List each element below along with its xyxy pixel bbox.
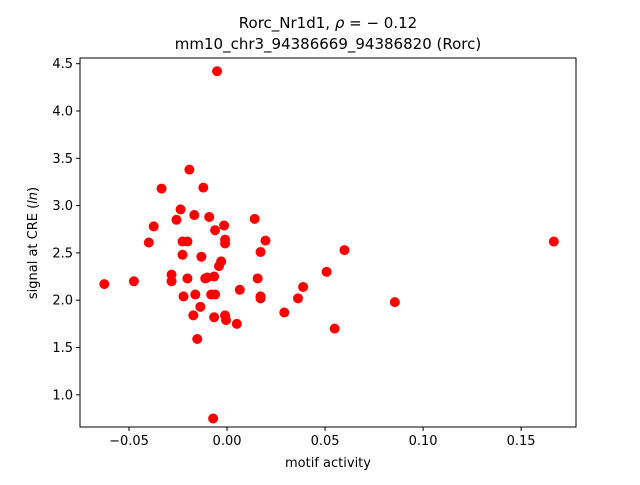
data-points [99, 66, 559, 424]
chart-title-line2: mm10_chr3_94386669_94386820 (Rorc) [175, 35, 481, 54]
data-point [171, 214, 182, 225]
y-tick-label: 4.0 [52, 104, 73, 119]
x-axis-label: motif activity [285, 456, 371, 471]
data-point [249, 213, 260, 224]
y-tick-label: 1.5 [52, 341, 73, 356]
data-point [198, 182, 209, 193]
data-point [234, 284, 245, 295]
y-tick-label: 4.5 [52, 57, 73, 72]
data-point [156, 183, 167, 194]
data-point [190, 289, 201, 300]
data-point [204, 211, 215, 222]
data-point [298, 281, 309, 292]
x-tick-label: 0.00 [213, 434, 242, 449]
chart-title-line1: Rorc_Nr1d1, ρ = − 0.12 [239, 14, 417, 33]
data-point [209, 312, 220, 323]
x-tick-label: 0.10 [409, 434, 438, 449]
plot-area-frame [79, 57, 577, 428]
data-point [219, 220, 230, 231]
data-point [389, 297, 400, 308]
data-point [252, 273, 263, 284]
x-tick-label: 0.05 [311, 434, 340, 449]
data-point [182, 273, 193, 284]
data-point [221, 315, 232, 326]
y-tick-label: 2.0 [52, 294, 73, 309]
x-tick-label: 0.15 [507, 434, 536, 449]
data-point [548, 236, 559, 247]
data-point [231, 318, 242, 329]
y-tick-label: 1.0 [52, 388, 73, 403]
data-point [255, 246, 266, 257]
data-point [329, 323, 340, 334]
data-point [143, 237, 154, 248]
x-tick-label: −0.05 [109, 434, 149, 449]
data-point [220, 238, 231, 249]
data-point [255, 293, 266, 304]
data-point [148, 221, 159, 232]
data-point [195, 301, 206, 312]
y-axis-ticks: 1.0 1.5 2.0 2.5 3.0 3.5 4.0 4.5 [52, 57, 80, 403]
data-point [177, 249, 188, 260]
data-point [175, 204, 186, 215]
data-point [260, 235, 271, 246]
data-point [210, 225, 221, 236]
data-point [184, 164, 195, 175]
data-point [339, 245, 350, 256]
x-axis-ticks: −0.05 0.00 0.05 0.10 0.15 [109, 427, 536, 449]
data-point [216, 256, 227, 267]
data-point [178, 291, 189, 302]
data-point [128, 276, 139, 287]
data-point [166, 276, 177, 287]
data-point [209, 271, 220, 282]
data-point [99, 279, 110, 290]
data-point [189, 210, 200, 221]
data-point [182, 236, 193, 247]
data-point [212, 66, 223, 77]
data-point [196, 251, 207, 262]
y-tick-label: 2.5 [52, 246, 73, 261]
data-point [321, 266, 332, 277]
y-tick-label: 3.0 [52, 199, 73, 214]
data-point [192, 334, 203, 345]
data-point [208, 413, 219, 424]
data-point [293, 293, 303, 304]
data-point [279, 307, 290, 318]
y-axis-label: signal at CRE (ln) [26, 187, 41, 299]
y-tick-label: 3.5 [52, 152, 73, 167]
data-point [188, 310, 199, 321]
data-point [210, 289, 221, 300]
